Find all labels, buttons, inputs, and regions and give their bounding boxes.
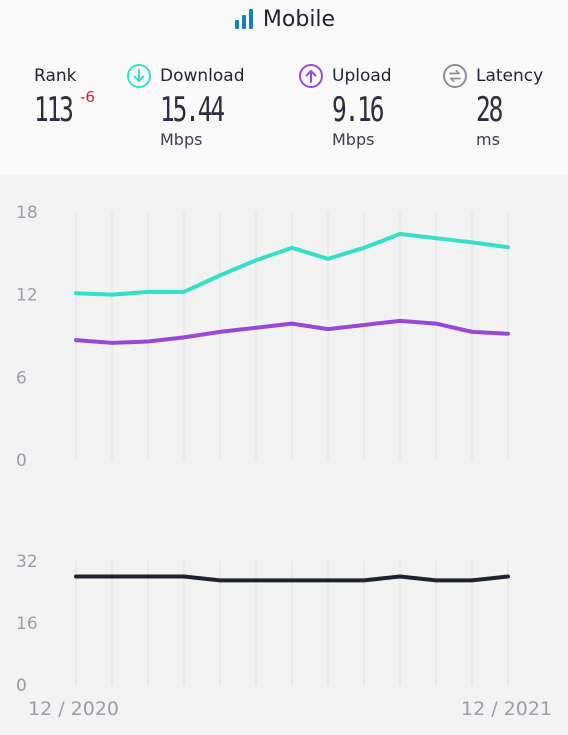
- y-tick-label-0-2: 12: [16, 286, 38, 306]
- latency-label: Latency: [476, 66, 544, 86]
- download-value: 15.44: [160, 90, 225, 130]
- page-title: Mobile: [262, 6, 336, 32]
- y-tick-label-0-1: 6: [16, 368, 27, 388]
- title-row: Mobile: [0, 4, 568, 34]
- upload-arrow-icon: [299, 64, 323, 88]
- x-end-label: 12 / 2021: [461, 698, 552, 720]
- y-tick-label-0-0: 0: [16, 451, 27, 471]
- latency-icon: [443, 64, 467, 88]
- download-arrow-icon: [127, 64, 151, 88]
- download-label: Download: [160, 66, 245, 86]
- x-start-label: 12 / 2020: [28, 698, 119, 720]
- y-tick-label-1-1: 16: [16, 614, 38, 634]
- rank-label: Rank: [34, 66, 77, 86]
- chart-area: 0 6 12 18 12 / 2020 12 / 2021 0 16 32: [0, 175, 568, 735]
- latency-unit: ms: [476, 130, 500, 149]
- y-tick-label-0-3: 18: [16, 203, 38, 223]
- upload-label: Upload: [332, 66, 392, 86]
- latency-value: 28: [476, 90, 503, 130]
- metric-latency: Latency 28 ms: [442, 62, 543, 149]
- header: Mobile Rank 113 -6 Download 15.44 Mbps: [0, 0, 568, 175]
- download-unit: Mbps: [160, 130, 203, 149]
- y-tick-label-1-0: 0: [16, 676, 27, 696]
- charts-svg: 0 6 12 18 12 / 2020 12 / 2021 0 16 32: [16, 203, 552, 720]
- upload-unit: Mbps: [332, 130, 375, 149]
- rank-value: 113: [34, 90, 74, 130]
- rank-change-badge: -6: [80, 88, 95, 106]
- y-tick-label-1-2: 32: [16, 552, 38, 572]
- metric-download: Download 15.44 Mbps: [126, 62, 247, 149]
- metric-upload: Upload 9.16 Mbps: [298, 62, 402, 149]
- metric-rank: Rank 113 -6: [34, 62, 95, 130]
- upload-value: 9.16: [332, 90, 384, 130]
- signal-bars-icon: [234, 9, 253, 29]
